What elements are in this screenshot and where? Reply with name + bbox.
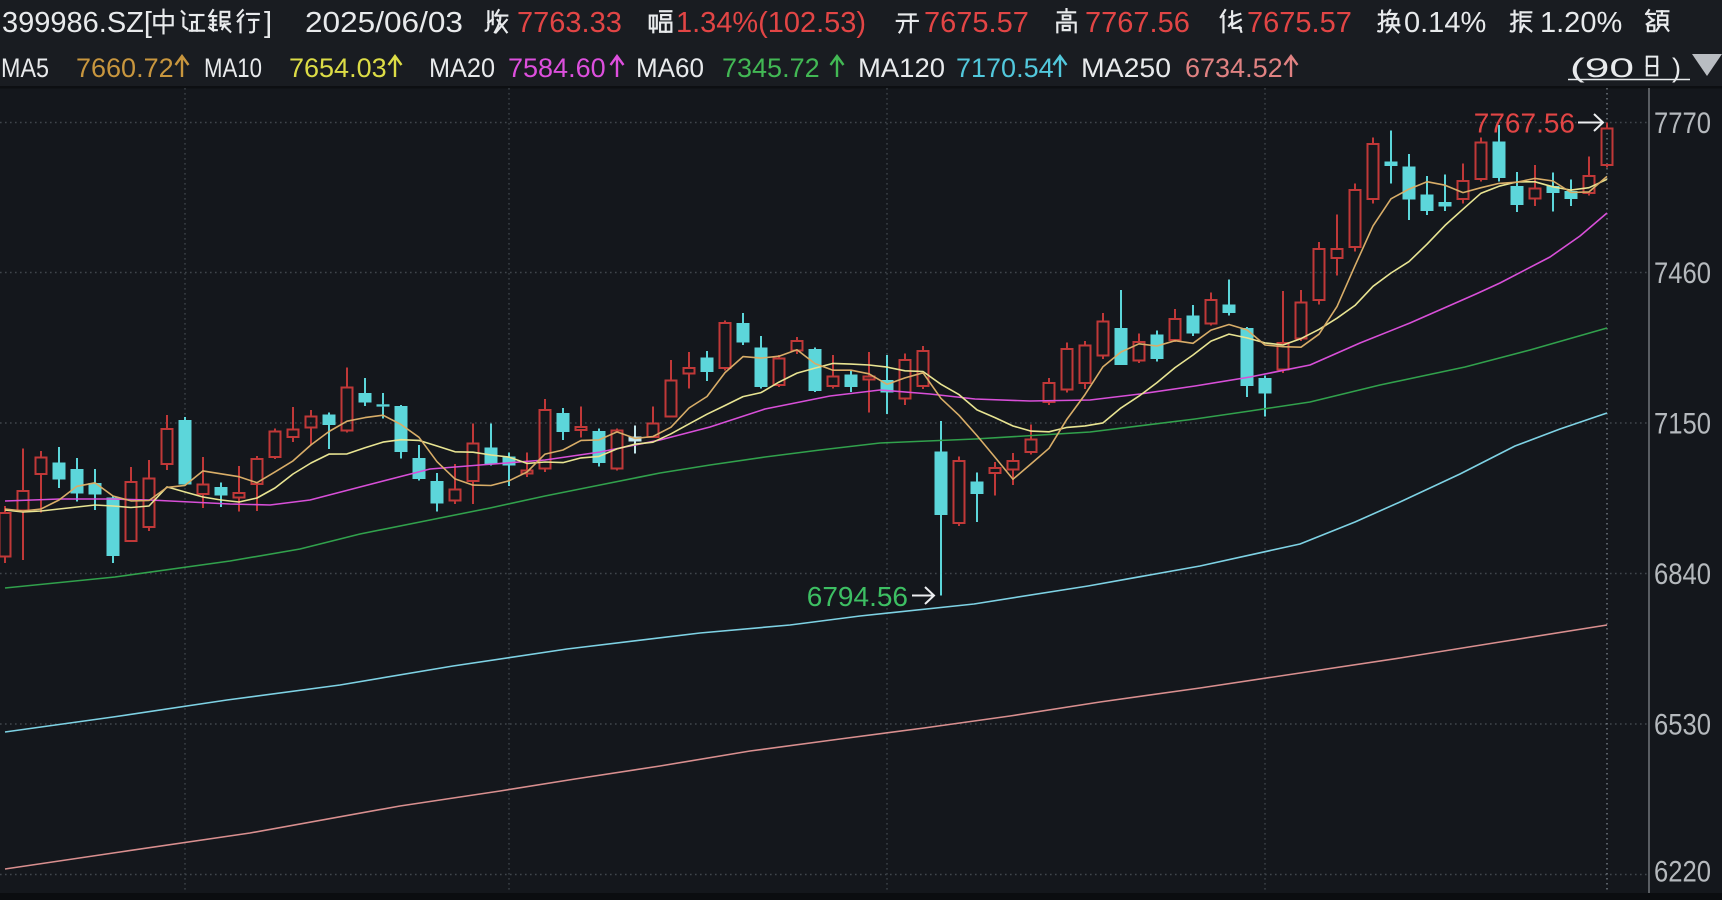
svg-text:7767.56: 7767.56 [1474, 108, 1575, 139]
svg-text:1.20%: 1.20% [1540, 7, 1622, 39]
svg-text:]: ] [264, 7, 272, 39]
svg-text:7345.72: 7345.72 [722, 53, 820, 83]
svg-text:0.14%: 0.14% [1404, 7, 1486, 39]
svg-text:): ) [1672, 53, 1681, 83]
svg-text:MA120: MA120 [858, 53, 945, 83]
svg-text:2025/06/03: 2025/06/03 [305, 7, 463, 39]
svg-text:6220: 6220 [1654, 856, 1711, 889]
svg-text:7660.72: 7660.72 [76, 53, 174, 83]
svg-text:7150: 7150 [1654, 408, 1711, 441]
svg-text:7460: 7460 [1654, 257, 1711, 290]
svg-text:6840: 6840 [1654, 558, 1711, 591]
svg-text:6734.52: 6734.52 [1185, 53, 1283, 83]
svg-text:MA250: MA250 [1081, 53, 1171, 83]
svg-text:MA10: MA10 [204, 53, 262, 83]
svg-text:MA20: MA20 [429, 53, 495, 83]
svg-text:6530: 6530 [1654, 709, 1711, 742]
svg-text:7675.57: 7675.57 [1247, 7, 1352, 39]
svg-text:MA60: MA60 [636, 53, 704, 83]
svg-text:(90: (90 [1570, 53, 1634, 83]
svg-text:7170.54: 7170.54 [956, 53, 1054, 83]
svg-text:399986.SZ[: 399986.SZ[ [2, 7, 152, 39]
svg-text:7584.60: 7584.60 [508, 53, 606, 83]
svg-text:1.34%(102.53): 1.34%(102.53) [676, 7, 866, 39]
svg-text:7770: 7770 [1654, 107, 1711, 140]
svg-text:7675.57: 7675.57 [924, 7, 1029, 39]
svg-text:6794.56: 6794.56 [807, 581, 908, 612]
svg-text:MA5: MA5 [1, 53, 49, 83]
svg-text:7763.33: 7763.33 [517, 7, 622, 39]
svg-text:7767.56: 7767.56 [1085, 7, 1190, 39]
svg-text:7654.03: 7654.03 [289, 53, 387, 83]
